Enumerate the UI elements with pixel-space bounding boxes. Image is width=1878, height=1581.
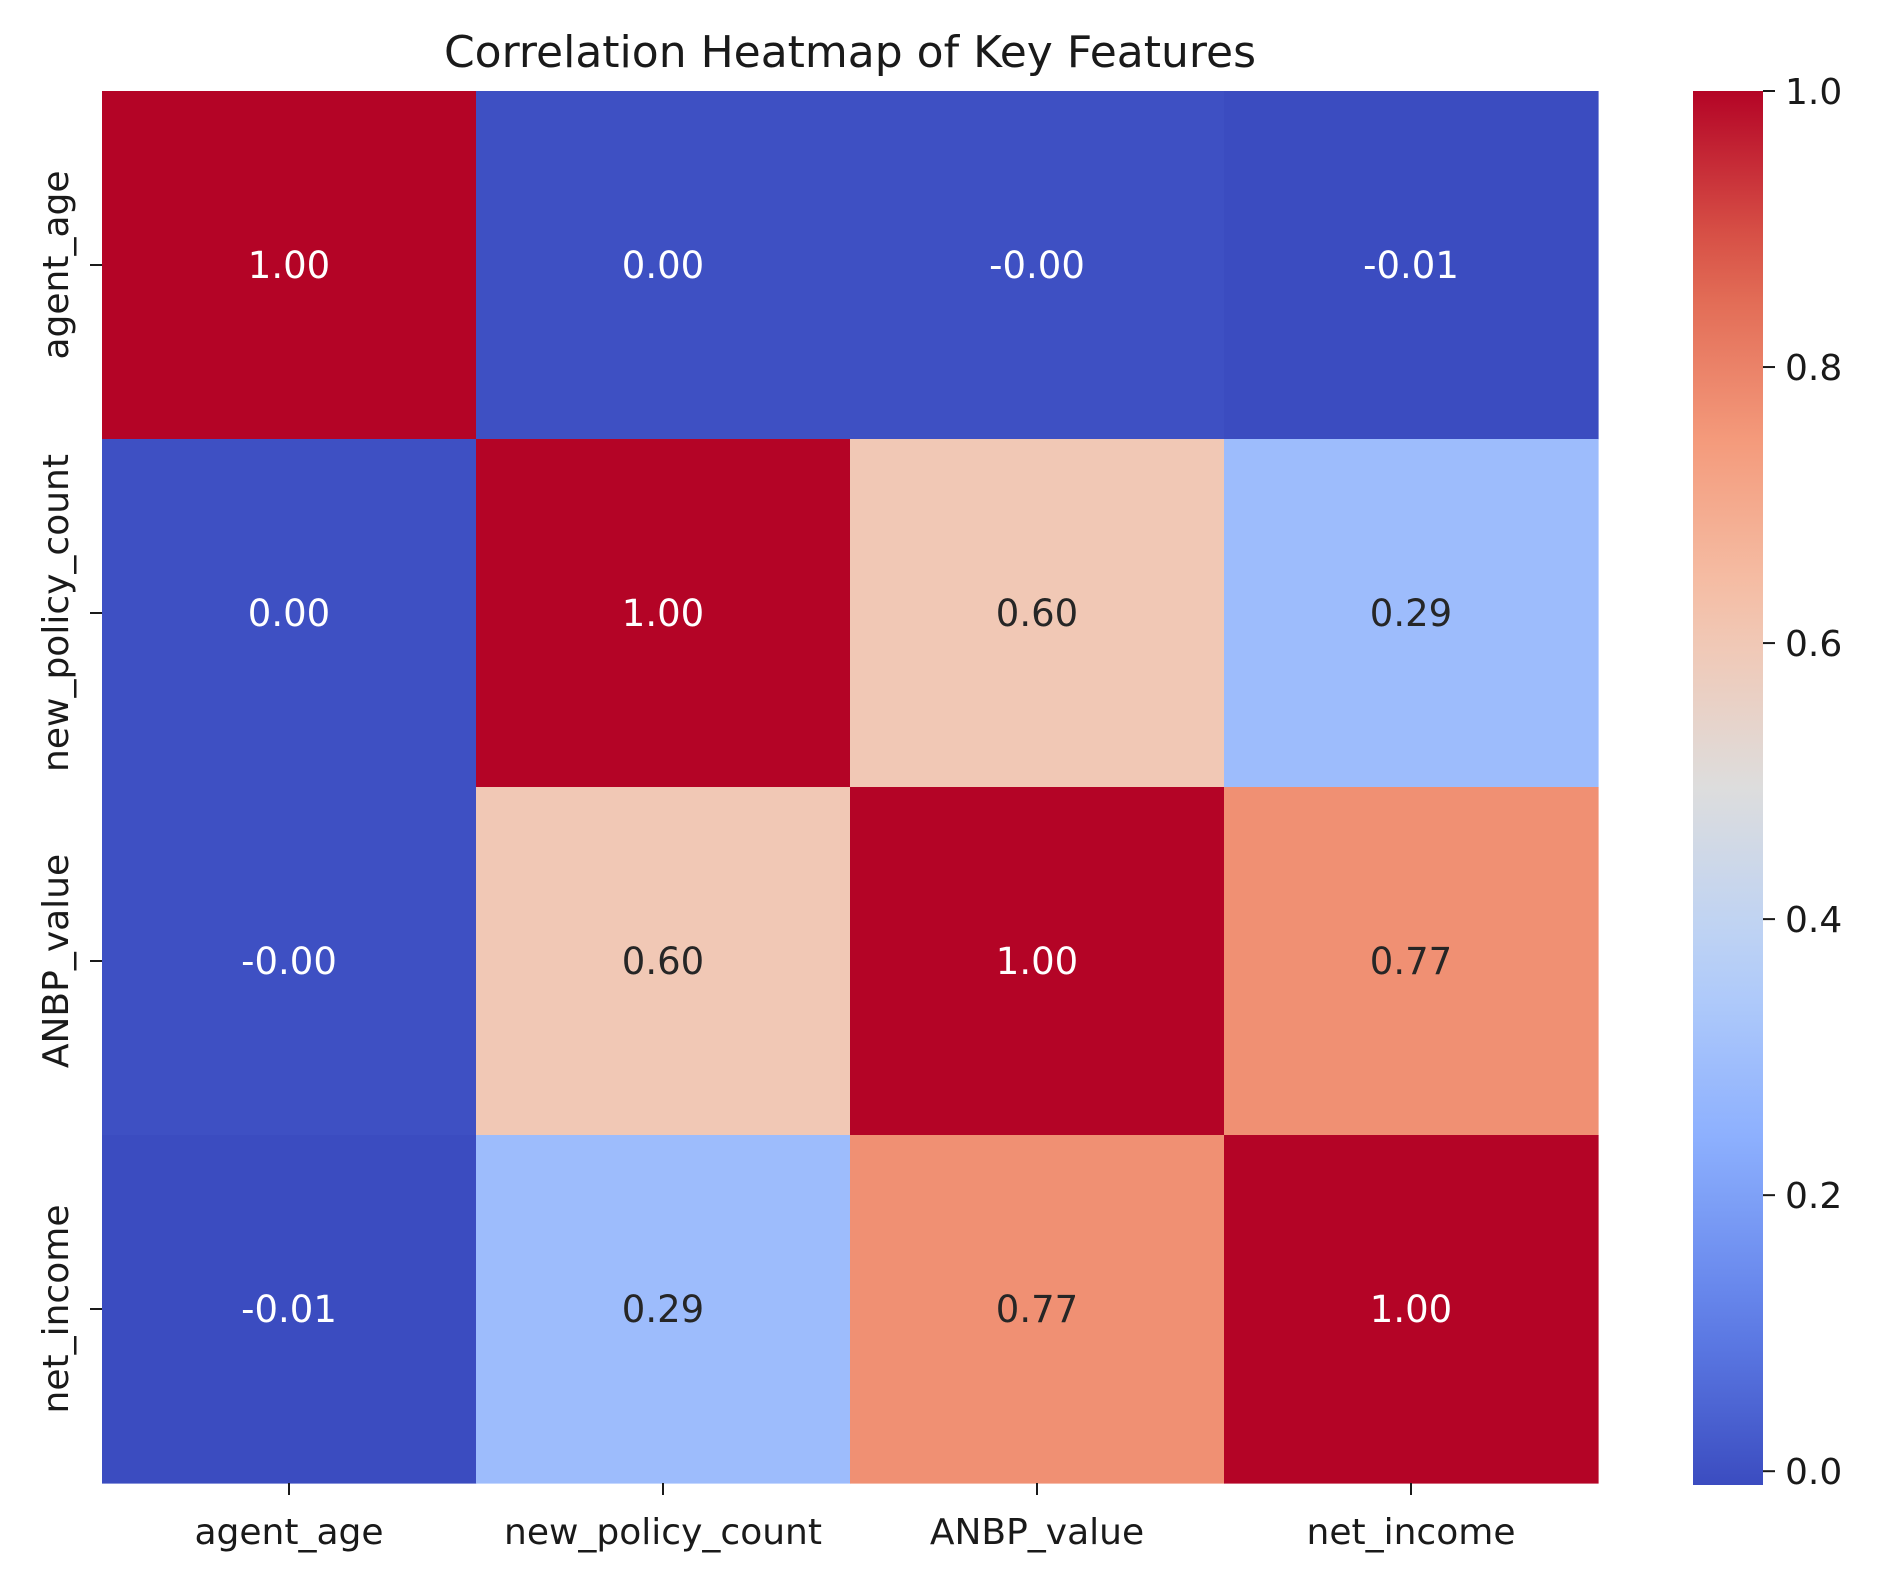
heatmap-cell (1224, 787, 1599, 1136)
heatmap-cells (102, 91, 1599, 1484)
x-tick-label: net_income (1307, 1512, 1516, 1553)
cell-value-label: 0.77 (996, 1288, 1078, 1331)
cell-value-label: 0.77 (1370, 940, 1452, 983)
heatmap-cell (476, 91, 851, 440)
heatmap-cell (850, 787, 1225, 1136)
cell-value-label: 0.00 (248, 592, 330, 635)
x-axis: agent_age new_policy_count ANBP_value net_i… (194, 1483, 1515, 1553)
cell-value-label: 1.00 (622, 592, 704, 635)
heatmap-annotations: 1.00 0.00 -0.00 -0.01 0.00 1.00 0.60 0.29 -0.00 0… (241, 244, 1459, 1331)
colorbar-tick-label: 0.8 (1785, 348, 1842, 389)
cell-value-label: -0.01 (241, 1288, 337, 1331)
x-tick-label: ANBP_value (930, 1512, 1144, 1553)
y-tick-label: new_policy_count (36, 454, 77, 772)
cell-value-label: -0.00 (241, 940, 337, 983)
y-tick-label: net_income (36, 1205, 77, 1414)
y-tick-label: ANBP_value (36, 854, 77, 1068)
heatmap-cell (102, 439, 477, 788)
cell-value-label: 0.29 (622, 1288, 704, 1331)
chart-title: Correlation Heatmap of Key Features (444, 27, 1256, 78)
heatmap-cell (850, 91, 1225, 440)
colorbar-axis: 0.0 0.2 0.4 0.6 0.8 1.0 (1763, 72, 1842, 1493)
heatmap-cell (850, 1135, 1225, 1484)
colorbar-tick-label: 0.2 (1785, 1176, 1842, 1217)
cell-value-label: 1.00 (996, 940, 1078, 983)
heatmap-cell (476, 787, 851, 1136)
cell-value-label: -0.01 (1363, 244, 1459, 287)
heatmap-cell (850, 439, 1225, 788)
heatmap-cell (102, 1135, 477, 1484)
cell-value-label: 0.60 (996, 592, 1078, 635)
x-tick-label: new_policy_count (504, 1512, 822, 1553)
heatmap-cell (1224, 1135, 1599, 1484)
colorbar-tick-label: 1.0 (1785, 72, 1842, 113)
cell-value-label: 1.00 (248, 244, 330, 287)
y-tick-label: agent_age (36, 170, 77, 359)
heatmap-cell (102, 787, 477, 1136)
heatmap-cell (476, 439, 851, 788)
y-axis: agent_age new_policy_count ANBP_value net_i… (36, 170, 102, 1413)
colorbar-tick-label: 0.4 (1785, 900, 1842, 941)
cell-value-label: 0.00 (622, 244, 704, 287)
heatmap-cell (102, 91, 477, 440)
x-tick-label: agent_age (194, 1512, 383, 1553)
colorbar-tick-label: 0.6 (1785, 624, 1842, 665)
heatmap-cell (1224, 439, 1599, 788)
heatmap-cell (476, 1135, 851, 1484)
colorbar (1693, 91, 1763, 1485)
cell-value-label: 0.60 (622, 940, 704, 983)
cell-value-label: -0.00 (989, 244, 1085, 287)
cell-value-label: 1.00 (1370, 1288, 1452, 1331)
colorbar-tick-label: 0.0 (1785, 1452, 1842, 1493)
heatmap-cell (1224, 91, 1599, 440)
cell-value-label: 0.29 (1370, 592, 1452, 635)
